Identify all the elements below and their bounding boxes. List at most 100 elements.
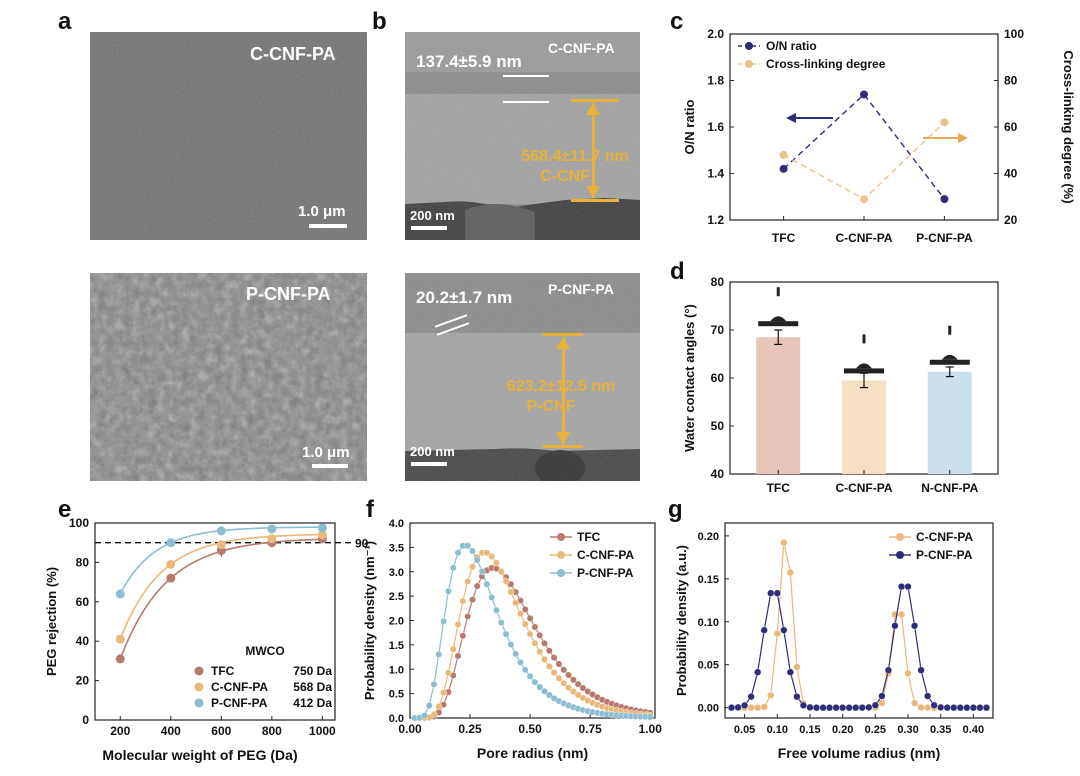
d-ylabel: Water contact angles (°) [682, 304, 697, 452]
f-point [488, 593, 496, 601]
g-frame [724, 522, 994, 719]
tem-bottom-label: P-CNF-PA [548, 281, 614, 297]
f-point [464, 542, 472, 550]
f-point [521, 620, 529, 628]
d-ytick-label: 80 [711, 275, 725, 289]
f-point [478, 568, 486, 575]
e-point [216, 540, 226, 550]
tem-top-cnf-arrow-head-up [586, 103, 600, 115]
sem-top-scale-bar [309, 224, 347, 228]
f-point [464, 613, 472, 620]
f-point [565, 684, 572, 692]
e-ylabel: PEG rejection (%) [44, 567, 59, 676]
f-point [483, 549, 491, 557]
f-point [536, 631, 544, 639]
f-ytick-label: 1.0 [389, 664, 404, 676]
g-point [767, 691, 775, 700]
f-point [521, 666, 529, 674]
e-xtick-label: 400 [161, 724, 181, 738]
e-xtick-label: 1000 [309, 724, 336, 738]
e-point [216, 526, 226, 536]
sem-bottom-scale-text: 1.0 μm [302, 444, 350, 461]
c-right-ytick-label: 80 [1004, 74, 1018, 88]
tem-top-scale-bar [411, 226, 447, 230]
chart-on-ratio-crosslinking: 1.2 1.4 1.6 1.8 2.0 20 40 60 80 100 O/N ratio Cross… [682, 27, 1076, 245]
tem-bottom-cnf-label: P-CNF [526, 398, 576, 415]
d-droplet [856, 363, 872, 369]
g-ytick-label: 0.05 [698, 660, 719, 672]
c-ylabel: O/N ratio [682, 99, 697, 154]
f-point [454, 549, 462, 557]
tem-bottom-cnf-arrow-head-up [556, 337, 570, 349]
tem-top-scale-text: 200 nm [410, 208, 455, 223]
g-point [819, 704, 827, 712]
f-point [560, 666, 568, 674]
g-point [904, 669, 912, 677]
g-xtick-label: 0.25 [865, 724, 886, 736]
g-point [786, 668, 794, 676]
d-needle [776, 287, 780, 297]
g-point [780, 539, 788, 547]
g-point [760, 626, 768, 634]
f-point [531, 639, 539, 647]
g-point [793, 693, 801, 701]
f-point [507, 641, 515, 648]
c-legend-marker [745, 42, 753, 50]
g-legend-label: P-CNF-PA [916, 548, 973, 562]
f-legend-label: P-CNF-PA [577, 566, 634, 580]
e-ytick-label: 20 [76, 674, 90, 688]
f-point [469, 563, 476, 571]
f-ytick-label: 3.0 [389, 567, 404, 579]
f-point [536, 648, 544, 656]
c-y2label: Cross-linking degree (%) [1061, 50, 1076, 203]
tem-bottom-cnf-line-lower [543, 445, 583, 448]
f-point [531, 678, 539, 686]
tem-image-c-cnf-pa [405, 32, 640, 240]
c-point-on-ratio [860, 90, 868, 99]
g-ytick-label: 0.10 [698, 617, 719, 629]
f-xtick-label: 0.25 [458, 722, 482, 736]
sem-top-label: C-CNF-PA [250, 44, 336, 64]
g-xtick-label: 0.05 [734, 724, 755, 736]
f-point [469, 547, 476, 555]
g-point [799, 701, 808, 709]
e-ytick-label: 80 [76, 555, 90, 569]
panel-letter-e: e [58, 496, 72, 523]
g-ylabel: Probability density (a.u.) [674, 545, 689, 696]
g-point [773, 629, 781, 638]
f-point [488, 553, 496, 560]
f-point [445, 669, 452, 677]
g-point [891, 622, 899, 630]
e-reference-label: 90 [355, 537, 369, 551]
f-ytick-label: 2.5 [389, 591, 404, 603]
sem-bottom-scale-bar [312, 464, 348, 468]
f-point [550, 654, 558, 662]
g-series-line [731, 542, 987, 709]
tem-bottom-thickness: 20.2±1.7 nm [416, 288, 513, 307]
f-point [545, 647, 553, 655]
g-series-line [731, 586, 987, 709]
g-point [917, 666, 925, 674]
tem-top-cnf-line-upper [571, 99, 619, 102]
g-xtick-label: 0.30 [897, 724, 918, 736]
c-left-arrow-head [786, 113, 796, 123]
c-right-ytick-label: 100 [1004, 27, 1024, 41]
panel-letter-a: a [58, 8, 72, 35]
g-point [937, 703, 945, 711]
g-point [878, 699, 886, 707]
d-ytick-label: 50 [711, 419, 725, 433]
f-point [473, 556, 481, 564]
f-xtick-label: 0.00 [398, 722, 422, 736]
f-point [526, 614, 534, 622]
f-ylabel: Probability density (nm⁻¹) [362, 541, 377, 700]
g-point [734, 703, 742, 711]
e-legend-marker [194, 682, 204, 692]
g-xtick-label: 0.10 [767, 724, 788, 736]
tem-top-cnf-thickness: 568.4±11.7 nm [521, 148, 629, 165]
c-series-crosslink-line [783, 121, 945, 200]
sem-bottom-label: P-CNF-PA [246, 284, 331, 304]
g-point [832, 704, 840, 712]
f-xtick-label: 0.75 [578, 722, 602, 736]
d-needle [862, 334, 866, 344]
e-legend-label: TFC [211, 664, 235, 678]
